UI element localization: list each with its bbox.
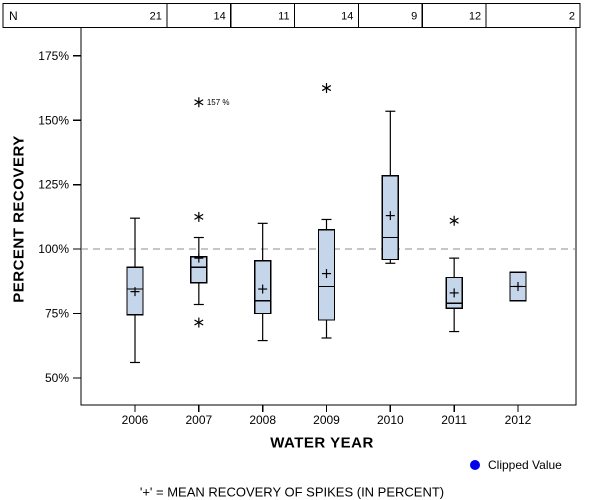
x-axis-title: WATER YEAR xyxy=(270,434,374,452)
n-table-label: N xyxy=(9,9,18,23)
mean-marker-footnote: '+' = MEAN RECOVERY OF SPIKES (IN PERCEN… xyxy=(139,484,445,500)
outlier-star-2007 xyxy=(194,213,204,220)
plot-border xyxy=(80,26,577,406)
n-count-2007: 14 xyxy=(213,11,225,23)
n-count-2009: 14 xyxy=(341,11,353,23)
n-count-2006: 21 xyxy=(150,11,162,23)
x-tick-label-2009: 2009 xyxy=(313,413,340,427)
y-tick-label: 125% xyxy=(38,178,69,192)
x-tick-label-2011: 2011 xyxy=(441,413,467,427)
n-count-2008: 11 xyxy=(278,11,289,23)
x-tick-label-2006: 2006 xyxy=(122,413,149,427)
x-tick-label-2007: 2007 xyxy=(185,413,212,427)
y-tick-label: 175% xyxy=(38,49,69,63)
n-table-border xyxy=(2,2,581,29)
y-tick-label: 150% xyxy=(38,113,69,127)
x-tick-label-2010: 2010 xyxy=(377,413,404,427)
outlier-star-2011 xyxy=(449,217,459,224)
outlier-star-2009 xyxy=(321,85,332,92)
clipped-value-dot-icon xyxy=(470,460,480,470)
n-count-2012: 2 xyxy=(569,11,575,23)
n-count-2010: 9 xyxy=(411,11,417,23)
y-tick-label: 100% xyxy=(38,242,69,256)
clipped-value-legend: Clipped Value xyxy=(470,458,562,472)
y-axis-title: PERCENT RECOVERY xyxy=(10,135,28,303)
n-count-2011: 12 xyxy=(469,11,481,23)
x-tick-label-2012: 2012 xyxy=(505,413,532,427)
y-tick-label: 75% xyxy=(45,307,69,321)
y-tick-label: 50% xyxy=(45,371,69,385)
x-tick-label-2008: 2008 xyxy=(249,413,276,427)
outlier-star-2007 xyxy=(194,99,204,106)
clipped-value-label: Clipped Value xyxy=(488,458,562,472)
outlier-star-2007 xyxy=(194,319,204,326)
outlier-label-2007: 157 % xyxy=(207,98,230,107)
